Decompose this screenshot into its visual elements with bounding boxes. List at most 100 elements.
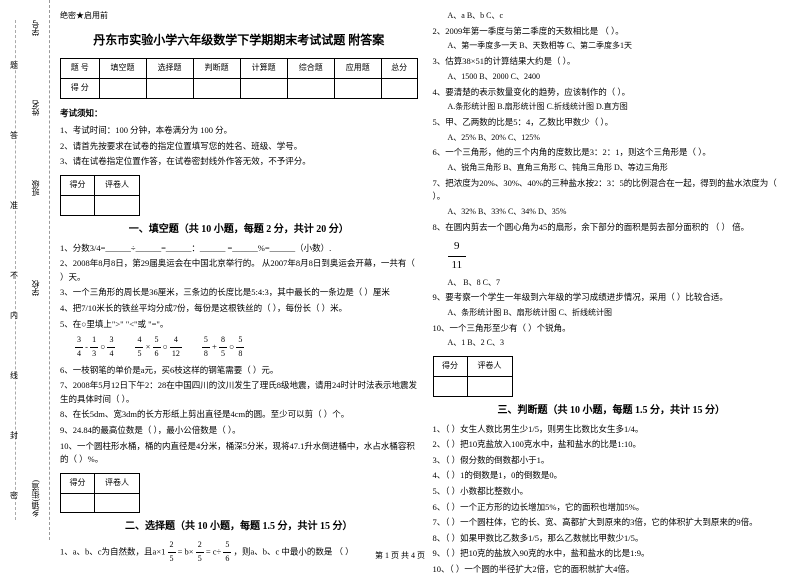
td[interactable]	[99, 78, 146, 98]
section-3-title: 三、判断题（共 10 小题，每题 1.5 分，共计 15 分）	[433, 403, 791, 419]
opt: A、 B、8 C、7	[433, 277, 791, 290]
td[interactable]	[433, 376, 467, 396]
binding-sidebar: 学号 姓名 班级 学校 乡镇(街道) 题 答 准 不 内 线 封 密	[0, 0, 50, 540]
td[interactable]	[61, 195, 95, 215]
q: 5、（ ）小数都比整数小。	[433, 485, 791, 499]
opt: A、第一季度多一天 B、天数相等 C、第二季度多1天	[433, 40, 791, 53]
q: 4、把7/10米长的铁丝平均分成7份，每份是这根铁丝的（ ），每份长（ ）米。	[60, 302, 418, 316]
td: 评卷人	[95, 175, 140, 195]
page-container: 学号 姓名 班级 学校 乡镇(街道) 题 答 准 不 内 线 封 密 绝密★启用…	[0, 0, 800, 540]
column-right: A、a B、b C、c 2、2009年第一季度与第二季度的天数相比是 （ ）。 …	[433, 10, 791, 540]
q: 2、2008年8月8日，第29届奥运会在中国北京举行的。 从2007年8月8日到…	[60, 257, 418, 284]
seal-char: 答	[10, 130, 18, 141]
seal-char: 线	[10, 370, 18, 381]
seal-char: 准	[10, 200, 18, 211]
expr: 34 - 13 ○ 34	[75, 334, 115, 361]
q: 1、（ ）女生人数比男生少1/5，则男生比数比女生多1/4。	[433, 423, 791, 437]
td[interactable]	[287, 78, 334, 98]
td[interactable]	[95, 493, 140, 513]
table-row: 题 号 填空题 选择题 判断题 计算题 综合题 应用题 总分	[61, 58, 418, 78]
q: 9、24.84的最高位数是（ ），最小公倍数是（ ）。	[60, 424, 418, 438]
sidebar-xuexiao: 学校	[30, 280, 41, 296]
q: 7、把浓度为20%、30%、40%的三种盐水按2：3：5的比例混合在一起，得到的…	[433, 177, 791, 204]
content-area: 绝密★启用前 丹东市实验小学六年级数学下学期期末考试试题 附答案 题 号 填空题…	[50, 0, 800, 540]
q: 3、（ ）假分数的倒数都小于1。	[433, 454, 791, 468]
instruction-item: 1、考试时间：100 分钟，本卷满分为 100 分。	[60, 124, 418, 138]
seal-char: 密	[10, 490, 18, 501]
opt: A、1500 B、2000 C、2400	[433, 71, 791, 84]
td[interactable]	[334, 78, 381, 98]
page-footer: 第 1 页 共 4 页	[0, 550, 800, 561]
opt: A、锐角三角形 B、直角三角形 C、钝角三角形 D、等边三角形	[433, 162, 791, 175]
q: 10、一个三角形至少有（ ）个锐角。	[433, 322, 791, 336]
td[interactable]	[240, 78, 287, 98]
th: 综合题	[287, 58, 334, 78]
q: 7、（ ）一个圆柱体，它的长、宽、高都扩大到原来的3倍，它的体积扩大到原来的9倍…	[433, 516, 791, 530]
td[interactable]	[61, 493, 95, 513]
table-row: 得 分	[61, 78, 418, 98]
q: 3、估算38×51的计算结果大约是（ ）。	[433, 55, 791, 69]
opt: A、1 B、2 C、3	[433, 337, 791, 350]
instruction-item: 3、请在试卷指定位置作答，在试卷密封线外作答无效，不予评分。	[60, 155, 418, 169]
fraction-display: 911	[433, 236, 791, 276]
exam-title: 丹东市实验小学六年级数学下学期期末考试试题 附答案	[60, 31, 418, 50]
td: 评卷人	[467, 357, 512, 377]
q: 4、要清楚的表示数量变化的趋势，应该制作的（ ）。	[433, 86, 791, 100]
score-box: 得分评卷人	[433, 356, 513, 397]
opt: A.条形统计图 B.扇形统计图 C.折线统计图 D.直方图	[433, 101, 791, 114]
td[interactable]	[467, 376, 512, 396]
q: 7、2008年5月12日下午2：28在中国四川的汶川发生了理氏8级地震，请用24…	[60, 379, 418, 406]
instructions-heading: 考试须知：	[60, 107, 418, 121]
td[interactable]	[193, 78, 240, 98]
q: 6、一个三角形，他的三个内角的度数比是3：2：1，则这个三角形是（ ）。	[433, 146, 791, 160]
td: 评卷人	[95, 473, 140, 493]
instruction-item: 2、请首先按要求在试卷的指定位置填写您的姓名、班级、学号。	[60, 140, 418, 154]
th: 题 号	[61, 58, 100, 78]
q: 1、分数3/4=______÷______=______：______ =___…	[60, 242, 418, 256]
td: 得分	[433, 357, 467, 377]
th: 总分	[381, 58, 417, 78]
th: 判断题	[193, 58, 240, 78]
column-left: 绝密★启用前 丹东市实验小学六年级数学下学期期末考试试题 附答案 题 号 填空题…	[60, 10, 418, 540]
q: 5、在○里填上">" "<"或 "="。	[60, 318, 418, 332]
th: 计算题	[240, 58, 287, 78]
opt: A、a B、b C、c	[433, 10, 791, 23]
td[interactable]	[381, 78, 417, 98]
q: 6、（ ）一个正方形的边长增加5%，它的面积也增加5%。	[433, 501, 791, 515]
td[interactable]	[95, 195, 140, 215]
q: 6、一枝钢笔的单价是a元，买6枝这样的钢笔需要（ ）元。	[60, 364, 418, 378]
score-box: 得分评卷人	[60, 473, 140, 514]
seal-char: 封	[10, 430, 18, 441]
seal-char: 题	[10, 60, 18, 71]
th: 填空题	[99, 58, 146, 78]
th: 应用题	[334, 58, 381, 78]
section-2-title: 二、选择题（共 10 小题，每题 1.5 分，共计 15 分）	[60, 519, 418, 535]
sidebar-banji: 班级	[30, 180, 41, 196]
q: 2、2009年第一季度与第二季度的天数相比是 （ ）。	[433, 25, 791, 39]
td: 得分	[61, 473, 95, 493]
q: 10、（ ）一个圆的半径扩大2倍，它的面积就扩大4倍。	[433, 563, 791, 577]
q: 8、（ ）如果甲数比乙数多1/5，那么乙数就比甲数少1/5。	[433, 532, 791, 546]
sidebar-xingming: 姓名	[30, 100, 41, 116]
q: 8、在长5dm、宽3dm的长方形纸上剪出直径是4cm的圆。至少可以剪（ ）个。	[60, 408, 418, 422]
section-1-title: 一、填空题（共 10 小题，每题 2 分，共计 20 分）	[60, 222, 418, 238]
q: 10、一个圆柱形水桶，桶的内直径是4分米，桶深5分米，现将47.1升水倒进桶中，…	[60, 440, 418, 467]
seal-char: 内	[10, 310, 18, 321]
q: 5、甲、乙两数的比是5：4，乙数比甲数少（ ）。	[433, 116, 791, 130]
td: 得分	[61, 175, 95, 195]
td[interactable]	[146, 78, 193, 98]
secret-tag: 绝密★启用前	[60, 10, 418, 23]
math-expressions: 34 - 13 ○ 34 45 × 56 ○ 412 58 + 85 ○ 58	[60, 334, 418, 361]
sidebar-xiangzhen: 乡镇(街道)	[30, 480, 41, 517]
expr: 45 × 56 ○ 412	[135, 334, 181, 361]
q: 8、在圆内剪去一个圆心角为45的扇形，余下部分的面积是剪去部分面积的 （ ） 倍…	[433, 221, 791, 235]
score-table: 题 号 填空题 选择题 判断题 计算题 综合题 应用题 总分 得 分	[60, 58, 418, 99]
opt: A、32% B、33% C、34% D、35%	[433, 206, 791, 219]
q: 2、（ ）把10克盐放入100克水中，盐和盐水的比是1:10。	[433, 438, 791, 452]
q: 3、一个三角形的周长是36厘米，三条边的长度比是5:4:3，其中最长的一条边是（…	[60, 286, 418, 300]
q: 9、要考察一个学生一年级到六年级的学习成绩进步情况，采用（ ）比较合适。	[433, 291, 791, 305]
expr: 58 + 85 ○ 58	[202, 334, 244, 361]
seal-char: 不	[10, 270, 18, 281]
sidebar-xuehao: 学号	[30, 20, 41, 36]
opt: A、25% B、20% C、125%	[433, 132, 791, 145]
